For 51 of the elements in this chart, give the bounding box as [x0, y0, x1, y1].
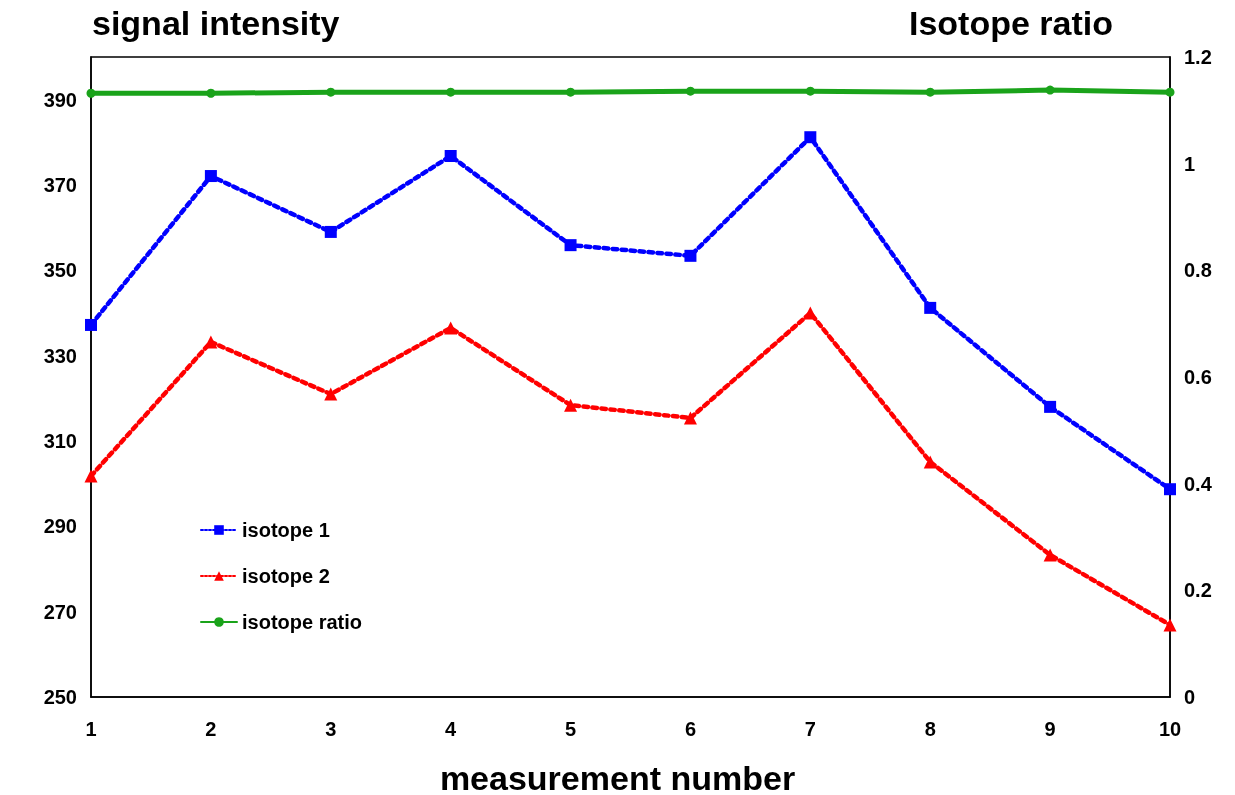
- x-tick-label: 7: [804, 718, 816, 740]
- legend-label: isotope ratio: [242, 611, 363, 633]
- y2-tick-label: 0.4: [1184, 472, 1213, 495]
- y-axis-title: signal intensity: [92, 4, 340, 42]
- point: [804, 131, 817, 144]
- point: [204, 335, 218, 349]
- x-tick-label: 4: [445, 718, 458, 740]
- y-tick-label: 310: [43, 430, 77, 452]
- x-tick-label: 6: [684, 718, 697, 740]
- point: [84, 469, 98, 483]
- x-tick-label: 3: [325, 718, 337, 740]
- point: [1163, 618, 1177, 632]
- point: [1164, 483, 1176, 496]
- x-tick-label: 10: [1158, 718, 1182, 740]
- y2-tick-label: 0.6: [1184, 366, 1212, 388]
- point: [803, 306, 817, 320]
- point: [923, 455, 937, 469]
- y-tick-label: 290: [43, 515, 77, 538]
- y2-tick-label: 1: [1184, 152, 1196, 175]
- x-axis-title: measurement number: [439, 759, 796, 795]
- y2-axis-title: Isotope ratio: [908, 4, 1114, 42]
- legend-label: isotope 1: [242, 519, 330, 541]
- y2-tick-label: 1.2: [1184, 46, 1212, 68]
- point: [204, 170, 217, 183]
- point: [324, 225, 337, 238]
- point: [85, 318, 97, 331]
- point: [684, 249, 697, 262]
- point: [1044, 400, 1057, 413]
- x-tick-label: 8: [924, 718, 936, 740]
- y-tick-label: 390: [43, 88, 77, 111]
- y2-tick-label: 0.8: [1184, 259, 1212, 282]
- point: [324, 387, 338, 401]
- point: [444, 149, 457, 162]
- y-tick-label: 350: [43, 259, 77, 282]
- legend-label: isotope 2: [242, 565, 330, 587]
- x-tick-label: 5: [564, 718, 577, 740]
- point: [564, 239, 577, 252]
- y-tick-label: 330: [43, 344, 77, 367]
- point: [1043, 548, 1057, 562]
- point: [924, 301, 937, 314]
- y2-tick-label: 0: [1184, 686, 1196, 708]
- y-tick-label: 270: [43, 600, 77, 623]
- x-tick-label: 9: [1044, 718, 1056, 740]
- point: [683, 411, 697, 425]
- point: [444, 321, 458, 335]
- y-tick-label: 370: [43, 174, 77, 196]
- x-tick-label: 2: [205, 718, 217, 740]
- y2-tick-label: 0.2: [1184, 579, 1212, 602]
- x-tick-label: 1: [85, 718, 97, 740]
- point: [564, 398, 578, 412]
- y-tick-label: 250: [43, 686, 77, 708]
